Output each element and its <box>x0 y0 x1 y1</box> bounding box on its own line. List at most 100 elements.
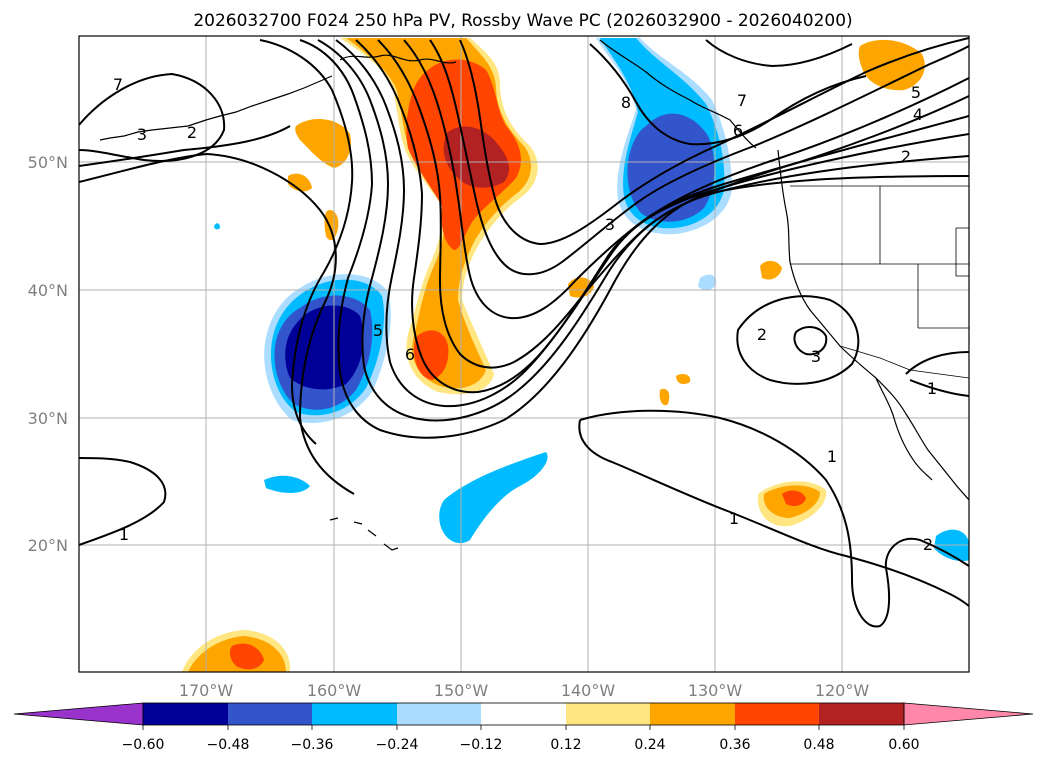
lat-label: 30°N <box>28 409 68 428</box>
pos-anomaly-small-4 <box>858 39 925 91</box>
hawaii-islands <box>329 517 399 551</box>
colorbar: −0.60 −0.48 −0.36 −0.24 −0.12 0.12 0.24 … <box>13 702 1034 753</box>
contour-line <box>589 43 867 146</box>
colorbar-bin <box>312 703 397 725</box>
colorbar-bin <box>566 703 650 725</box>
contour-label: 1 <box>827 447 837 466</box>
colorbar-tick-label: 0.36 <box>719 737 750 753</box>
colorbar-tick-label: 0.60 <box>888 737 919 753</box>
neg-anomaly-small-4 <box>698 274 717 291</box>
contour-line <box>79 457 167 546</box>
colorbar-tick-label: −0.12 <box>460 737 503 753</box>
pos-anomaly-small-1 <box>295 119 352 168</box>
map-panel: 7 3 2 8 7 6 5 4 2 3 5 6 2 3 1 1 1 1 2 <box>78 35 970 673</box>
north-america-west-coast <box>777 149 969 501</box>
contour-line <box>79 72 226 162</box>
contour-label: 2 <box>757 325 767 344</box>
rossby-contours <box>79 37 969 628</box>
contour-line <box>355 39 969 394</box>
contour-label: 2 <box>187 123 197 142</box>
contour-label: 8 <box>621 93 631 112</box>
contour-line <box>459 37 969 246</box>
contour-label: 3 <box>811 347 821 366</box>
longitude-labels: 170°W 160°W 150°W 140°W 130°W 120°W <box>179 681 870 700</box>
pos-anomaly-small-8 <box>659 388 670 406</box>
contour-line <box>403 39 969 320</box>
contour-label: 7 <box>737 91 747 110</box>
colorbar-tick-label: −0.24 <box>376 737 419 753</box>
latitude-labels: 50°N 40°N 30°N 20°N <box>28 153 68 555</box>
neg-anomaly-small-3 <box>264 475 310 493</box>
colorbar-tick-label: −0.60 <box>122 737 165 753</box>
colorbar-bin <box>481 703 566 725</box>
contour-label: 5 <box>373 321 383 340</box>
colorbar-extend-low <box>13 702 144 726</box>
pos-anomaly-small-6 <box>760 260 782 280</box>
colorbar-tick-label: 0.24 <box>634 737 665 753</box>
contour-label: 4 <box>913 105 923 124</box>
colorbar-bin <box>735 703 819 725</box>
lon-label: 160°W <box>307 681 362 700</box>
coastlines <box>99 39 969 551</box>
contour-label: 6 <box>733 121 743 140</box>
contour-label: 1 <box>119 525 129 544</box>
colorbar-bin <box>143 703 228 725</box>
colorbar-bin <box>228 703 312 725</box>
pos-anomaly-small-3 <box>324 209 339 241</box>
contour-line <box>578 419 969 607</box>
alaska-coast <box>339 54 457 64</box>
colorbar-bin <box>819 703 904 725</box>
colorbar-bin <box>397 703 481 725</box>
pos-anomaly-ridge-core <box>443 126 510 188</box>
map-frame <box>78 35 970 673</box>
neg-anomaly-small-5 <box>214 223 220 230</box>
figure-title: 2026032700 F024 250 hPa PV, Rossby Wave … <box>193 11 852 31</box>
lat-label: 50°N <box>28 153 68 172</box>
contour-label: 2 <box>901 147 911 166</box>
lon-label: 170°W <box>179 681 234 700</box>
colorbar-tick-label: −0.48 <box>207 737 250 753</box>
gridlines <box>79 36 969 672</box>
colorbar-frame <box>142 702 905 726</box>
lon-label: 130°W <box>688 681 743 700</box>
colorbar-extend-high <box>903 702 1034 726</box>
contour-line <box>736 295 860 385</box>
aleutian-chain <box>99 75 333 141</box>
lon-label: 140°W <box>561 681 616 700</box>
state-border-5 <box>955 227 969 277</box>
contour-label: 3 <box>137 125 147 144</box>
contour-label: 2 <box>923 535 933 554</box>
us-mexico-border <box>839 345 969 379</box>
baja-california <box>875 377 933 481</box>
pos-anomaly-small-7 <box>676 374 691 384</box>
contour-line <box>259 39 354 445</box>
colorbar-tick-label: −0.36 <box>291 737 334 753</box>
lon-label: 150°W <box>434 681 489 700</box>
pos-anomaly-south-core <box>229 643 264 670</box>
lat-label: 20°N <box>28 536 68 555</box>
contour-label: 3 <box>605 215 615 234</box>
map-background <box>79 36 969 672</box>
pos-anomaly-ridge-south-core <box>414 330 449 380</box>
neg-anomaly-small-1 <box>439 452 548 544</box>
contour-label: 1 <box>927 379 937 398</box>
contour-labels: 7 3 2 8 7 6 5 4 2 3 5 6 2 3 1 1 1 1 2 <box>113 75 937 554</box>
contour-line <box>79 125 291 167</box>
lon-label: 120°W <box>815 681 870 700</box>
bc-coast <box>599 39 757 149</box>
contour-line <box>909 379 969 397</box>
contour-line <box>429 39 969 276</box>
pos-anomaly-baja-core <box>782 490 806 506</box>
contour-label: 7 <box>113 75 123 94</box>
contour-line <box>579 409 969 628</box>
contour-label: 1 <box>729 509 739 528</box>
contour-line <box>793 326 828 356</box>
contour-label: 5 <box>911 83 921 102</box>
colorbar-tick-label: 0.48 <box>803 737 834 753</box>
political-borders <box>790 185 969 379</box>
lat-label: 40°N <box>28 281 68 300</box>
contour-label: 6 <box>405 345 415 364</box>
colorbar-ticks <box>142 725 905 730</box>
contour-line <box>905 351 969 375</box>
